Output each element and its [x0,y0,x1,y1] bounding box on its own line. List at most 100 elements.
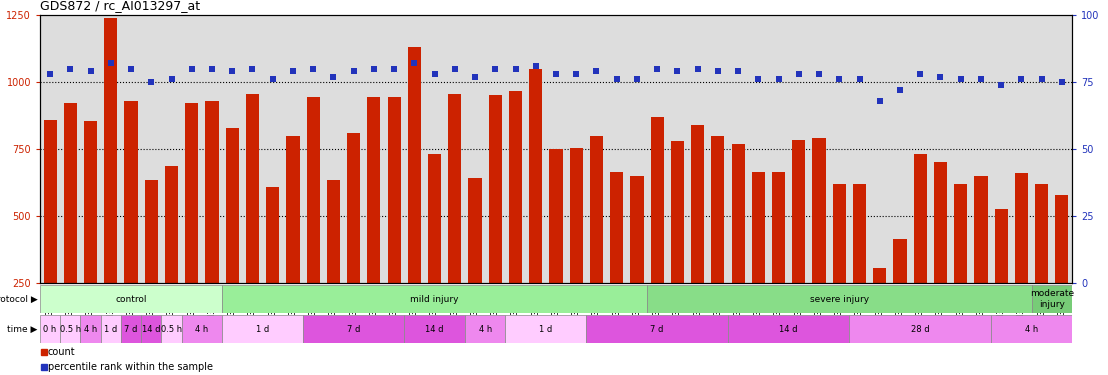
Point [82,68,100,74]
Bar [505,315,586,343]
Point [912,71,930,77]
Bar [347,133,360,350]
Point [284,68,301,74]
Text: 14 d: 14 d [779,324,798,333]
Bar [40,315,60,343]
Text: 1 d: 1 d [104,324,117,333]
Point [608,76,626,82]
Text: 1 d: 1 d [540,324,553,333]
Text: percentile rank within the sample: percentile rank within the sample [48,362,213,372]
Bar [368,97,380,350]
Point [567,71,585,77]
Point [325,74,342,80]
Bar [465,315,505,343]
Bar [586,315,728,343]
Bar [162,315,182,343]
Text: 0.5 h: 0.5 h [60,324,81,333]
Text: 0.5 h: 0.5 h [161,324,182,333]
Bar [647,285,1032,313]
Point [102,60,120,66]
Bar [43,120,57,350]
Text: count: count [48,347,75,357]
Bar [182,315,222,343]
Text: 4 h: 4 h [479,324,492,333]
Bar [408,47,421,350]
Text: 28 d: 28 d [911,324,930,333]
Bar [853,184,866,350]
Bar [205,101,218,350]
Text: protocol ▶: protocol ▶ [0,294,38,303]
Point [770,76,788,82]
Point [527,63,545,69]
Bar [60,315,81,343]
Point [386,66,403,72]
Point [406,60,423,66]
Point [972,76,989,82]
Bar [101,315,121,343]
Bar [307,97,320,350]
Bar [104,18,117,350]
Bar [121,315,141,343]
Point [122,66,140,72]
Text: 7 d: 7 d [650,324,664,333]
Point [183,66,201,72]
Bar [670,141,684,350]
Bar [222,285,647,313]
Point [689,66,707,72]
Bar [165,166,178,350]
Point [587,68,605,74]
Bar [873,268,886,350]
Text: severe injury: severe injury [810,294,869,303]
Text: 4 h: 4 h [84,324,98,333]
Bar [711,136,725,350]
Bar [991,315,1073,343]
Text: 4 h: 4 h [195,324,208,333]
Bar [731,144,745,350]
Bar [751,172,765,350]
Bar [995,209,1008,350]
Bar [145,180,157,350]
Bar [81,315,101,343]
Point [830,76,848,82]
Bar [226,128,239,350]
Bar [589,136,603,350]
Point [61,66,79,72]
Point [810,71,828,77]
Point [466,74,484,80]
Text: mild injury: mild injury [410,294,459,303]
Point [871,98,889,104]
Point [486,66,504,72]
Bar [469,178,482,350]
Point [264,76,281,82]
Text: time ▶: time ▶ [8,324,38,333]
Bar [893,239,906,350]
Point [749,76,767,82]
Point [709,68,727,74]
Bar [509,92,522,350]
Point [668,68,686,74]
Text: moderate
injury: moderate injury [1029,289,1074,309]
Point [952,76,970,82]
Point [891,87,909,93]
Bar [792,140,806,350]
Bar [286,136,299,350]
Point [1033,76,1050,82]
Text: 14 d: 14 d [142,324,161,333]
Point [547,71,565,77]
Bar [1015,173,1028,350]
Bar [141,315,162,343]
Bar [327,180,340,350]
Bar [772,172,786,350]
Point [445,66,463,72]
Point [648,66,666,72]
Bar [40,285,222,313]
Bar [728,315,850,343]
Point [993,82,1010,88]
Bar [449,94,461,350]
Bar [833,184,845,350]
Point [244,66,261,72]
Bar [64,104,76,350]
Bar [1055,195,1068,350]
Text: 7 d: 7 d [124,324,137,333]
Point [851,76,869,82]
